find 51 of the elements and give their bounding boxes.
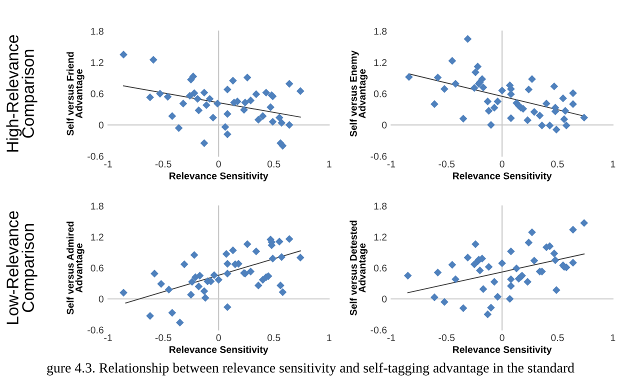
x-tick-label: 0 <box>500 160 504 168</box>
x-tick-label: -0.5 <box>155 160 172 168</box>
y-tick-label: -0.6 <box>370 152 387 160</box>
x-axis-title: Relevance Sensitivity <box>453 172 552 182</box>
y-tick-label: 0.6 <box>90 90 104 98</box>
y-tick-label: 1.8 <box>374 202 387 210</box>
y-tick-label: 0 <box>382 296 387 302</box>
y-tick-label: 1.2 <box>91 234 104 240</box>
x-tick-label: 1 <box>327 334 332 342</box>
y-tick-label: 0.6 <box>374 90 387 98</box>
x-tick-label: 0 <box>216 160 221 168</box>
x-tick-label: 0 <box>500 334 504 342</box>
x-axis-title: Relevance Sensitivity <box>453 346 552 355</box>
x-tick-label: -0.5 <box>438 160 455 168</box>
y-tick-label: -0.6 <box>88 326 104 334</box>
x-tick-label: -0.5 <box>438 334 455 342</box>
x-tick-label: 0.5 <box>551 160 564 168</box>
x-tick-label: 1 <box>610 160 616 168</box>
y-tick-label: 1.8 <box>91 28 104 35</box>
x-tick-label: 1 <box>327 160 332 168</box>
x-tick-label: 1 <box>610 334 616 342</box>
y-tick-label: -0.6 <box>88 152 104 160</box>
text: Low-Relevance Comparison <box>6 211 38 324</box>
y-tick-label: -0.6 <box>370 326 387 334</box>
y-tick-label: 0 <box>382 122 387 129</box>
x-tick-label: 0.5 <box>551 334 564 342</box>
x-axis-title: Relevance Sensitivity <box>170 172 268 182</box>
x-axis-title: Relevance Sensitivity <box>170 346 268 355</box>
y-tick-label: 1.2 <box>91 59 104 66</box>
y-tick-label: 1.2 <box>374 59 387 66</box>
text: High-Relevance Comparison <box>6 35 38 152</box>
y-axis-title: Self versus Friend Advantage <box>66 52 84 136</box>
y-tick-label: 0 <box>98 296 104 302</box>
y-axis-title: Self versus Detested Advantage <box>350 220 368 316</box>
x-tick-label: -1 <box>104 160 112 168</box>
x-tick-label: -1 <box>387 160 396 168</box>
y-tick-label: 1.8 <box>91 202 104 210</box>
y-tick-label: 0.6 <box>374 264 387 272</box>
y-tick-label: 1.2 <box>374 234 387 240</box>
x-tick-label: 0.5 <box>267 334 280 342</box>
x-tick-label: -0.5 <box>155 334 172 342</box>
y-tick-label: 1.8 <box>374 28 387 35</box>
x-tick-label: -1 <box>104 334 112 342</box>
y-axis-title: Self versus Admired Advantage <box>66 222 84 314</box>
text: gure 4.3. Relationship between relevance sensitivity and self-tagging advantage in the standard <box>47 362 574 376</box>
y-axis-title: Self versus Enemy Advantage <box>350 50 368 137</box>
y-tick-label: 0.6 <box>90 264 104 272</box>
x-tick-label: 0.5 <box>267 160 280 168</box>
x-tick-label: -1 <box>387 334 396 342</box>
x-tick-label: 0 <box>216 334 221 342</box>
y-tick-label: 0 <box>98 122 104 129</box>
